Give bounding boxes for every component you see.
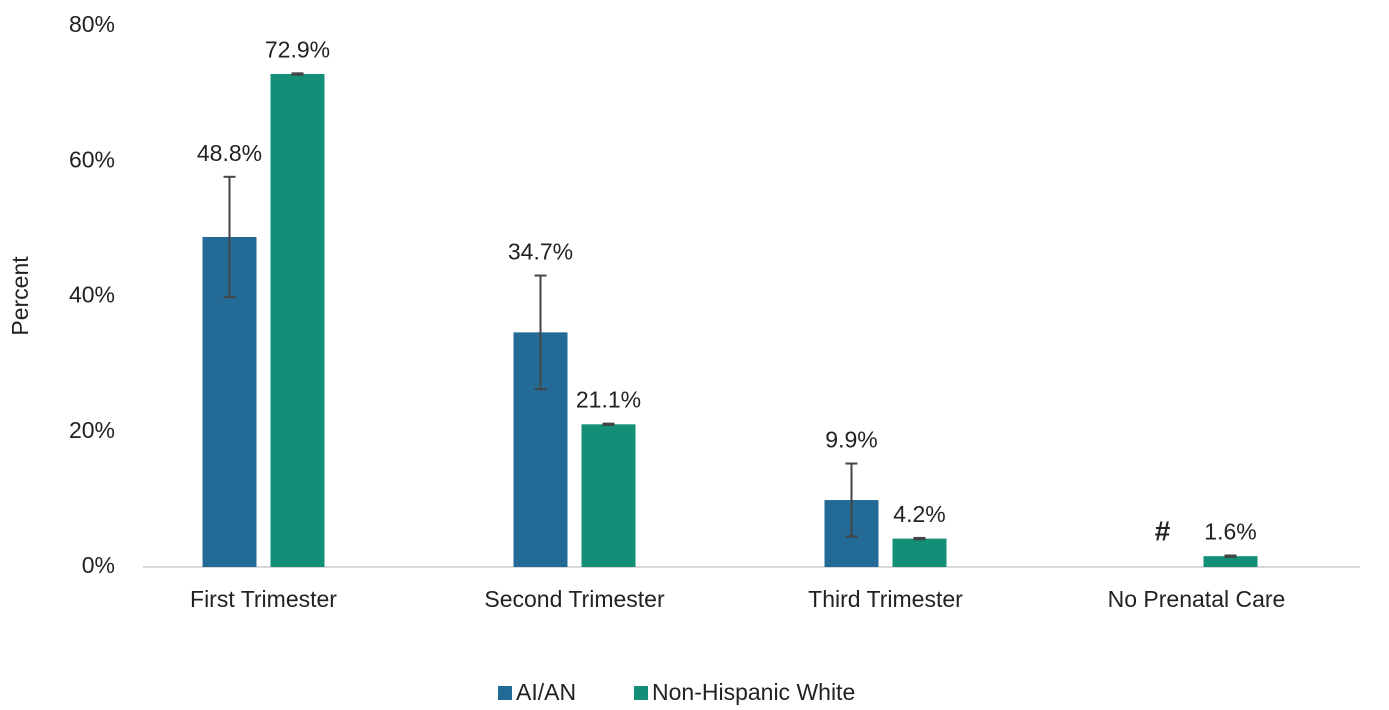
- x-tick-label: No Prenatal Care: [1108, 586, 1286, 612]
- y-tick-label: 40%: [69, 282, 115, 308]
- error-bar: [223, 175, 236, 299]
- x-tick-label: Third Trimester: [808, 586, 963, 612]
- data-label: 1.6%: [1204, 519, 1256, 545]
- y-tick-label: 80%: [69, 11, 115, 37]
- bar: [1203, 556, 1258, 567]
- bar: [270, 74, 325, 568]
- legend-swatch: [498, 686, 512, 700]
- legend-label: AI/AN: [516, 679, 576, 705]
- y-axis-label: Percent: [7, 256, 33, 336]
- error-bar: [913, 536, 926, 541]
- data-label: 4.2%: [893, 501, 945, 527]
- bar: [581, 424, 636, 567]
- bar: [892, 538, 947, 567]
- data-label: 21.1%: [576, 387, 641, 413]
- x-tick-label: First Trimester: [190, 586, 337, 612]
- x-tick-label: Second Trimester: [484, 586, 665, 612]
- y-tick-label: 0%: [82, 552, 115, 578]
- error-bar: [845, 462, 858, 538]
- legend-swatch: [634, 686, 648, 700]
- error-bar: [534, 274, 547, 391]
- y-tick-label: 20%: [69, 417, 115, 443]
- legend-label: Non-Hispanic White: [652, 679, 855, 705]
- data-label: 9.9%: [825, 427, 877, 453]
- y-tick-label: 60%: [69, 146, 115, 172]
- error-bar: [291, 72, 304, 76]
- data-label: 34.7%: [508, 239, 573, 265]
- error-bar: [1224, 554, 1237, 558]
- data-label: 48.8%: [197, 140, 262, 166]
- error-bar: [602, 422, 615, 426]
- data-label: #: [1155, 515, 1171, 546]
- data-label: 72.9%: [265, 36, 330, 62]
